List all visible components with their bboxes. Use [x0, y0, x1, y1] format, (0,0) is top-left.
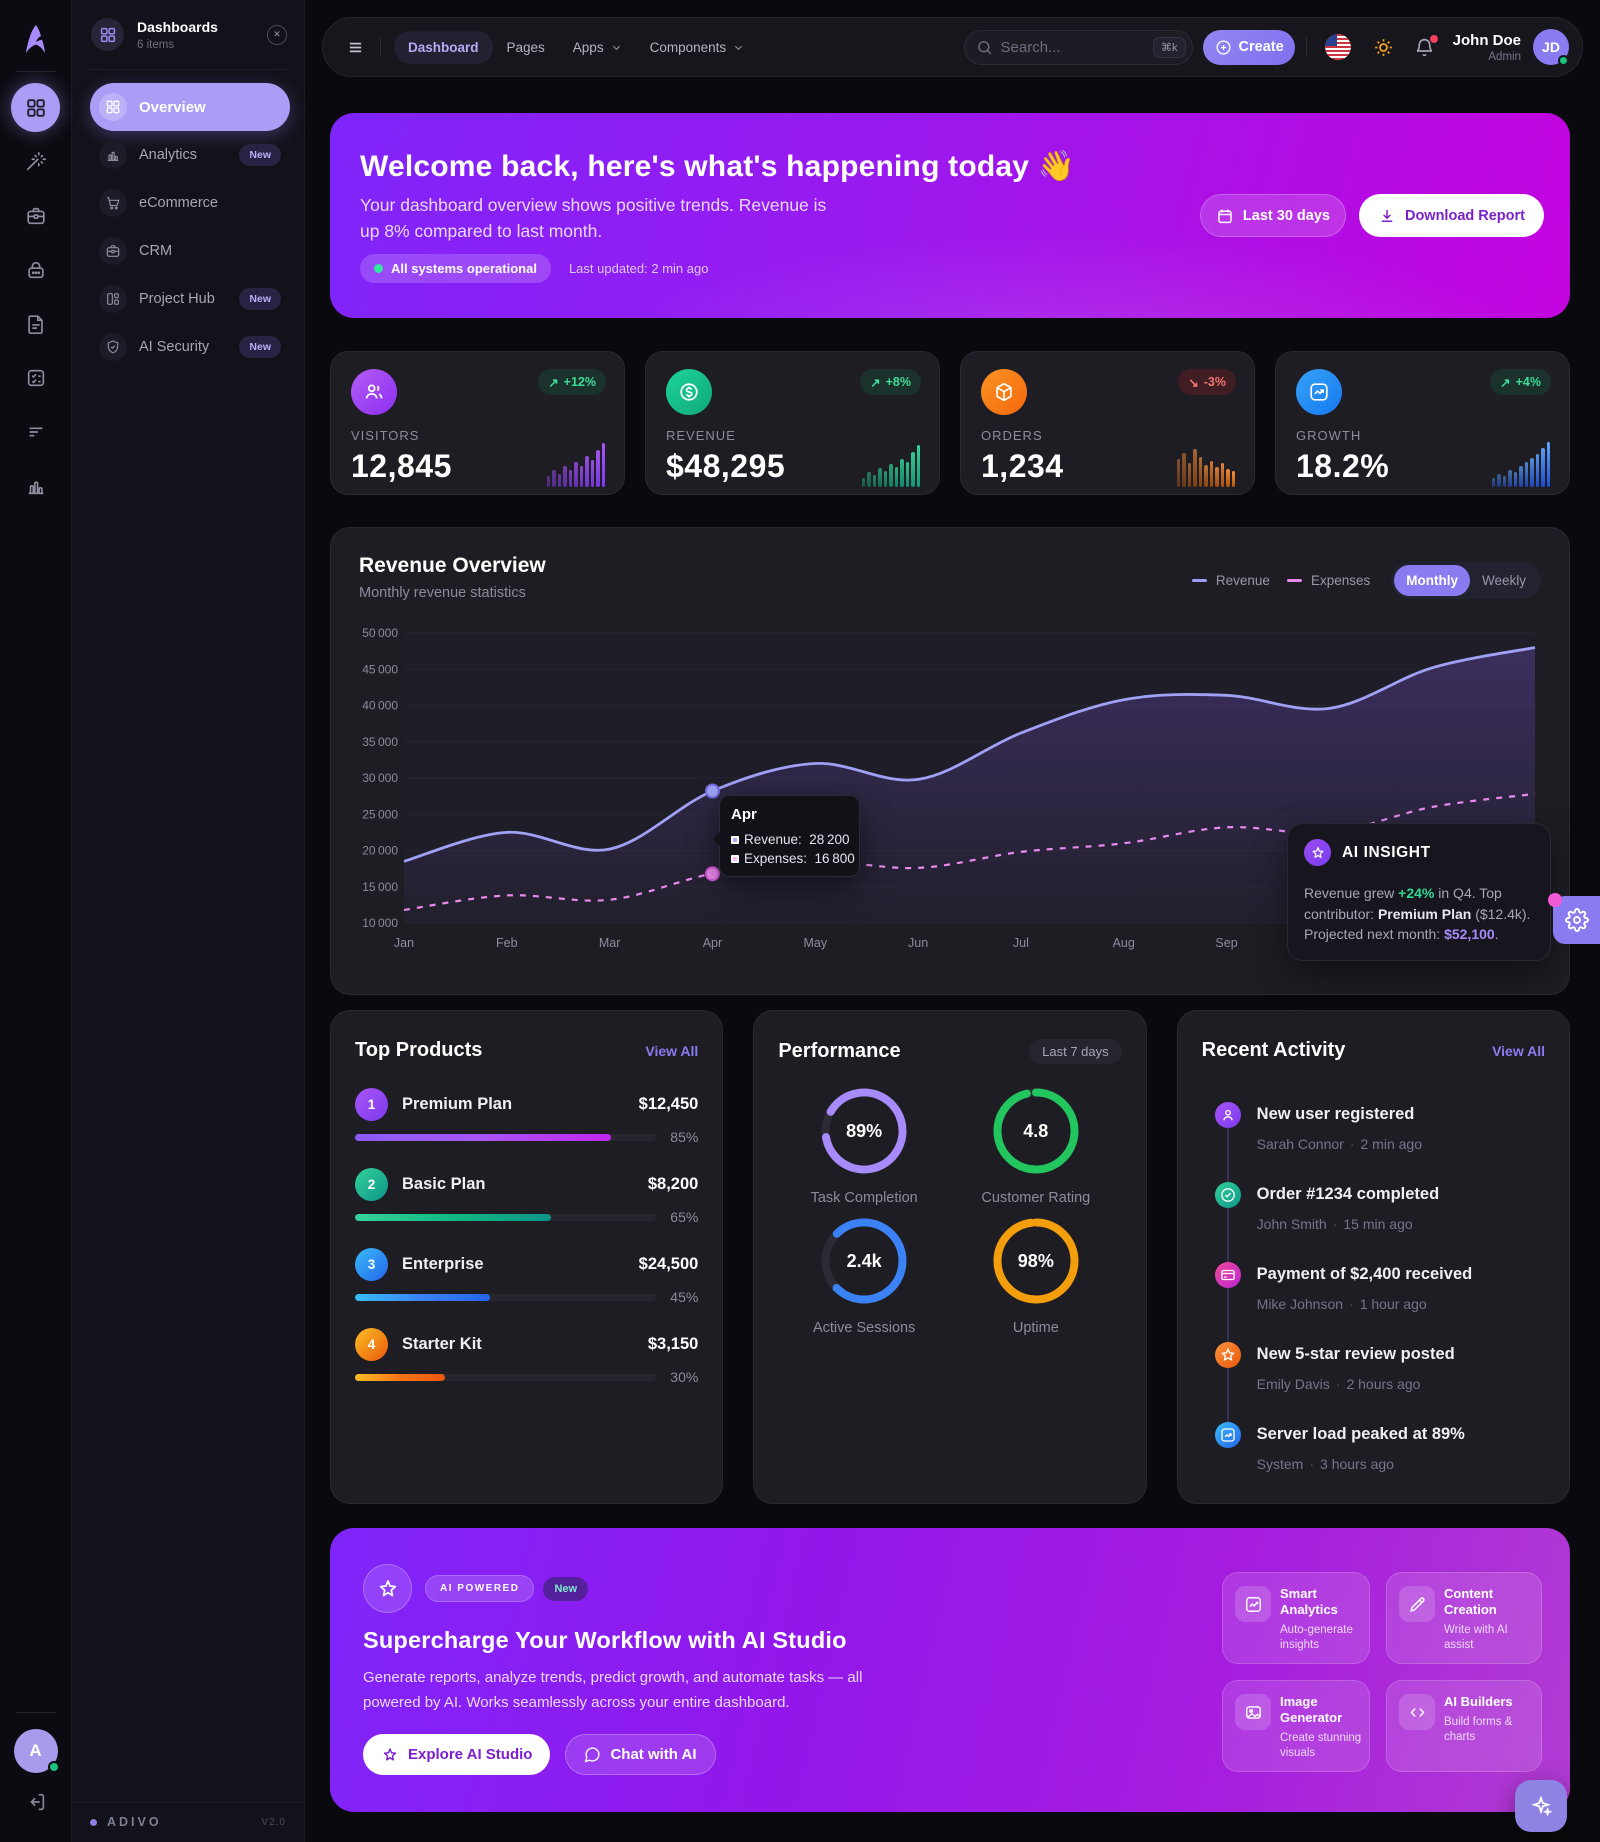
svg-text:40 000: 40 000 — [362, 699, 398, 713]
svg-text:Sep: Sep — [1215, 936, 1237, 950]
svg-text:15 000: 15 000 — [362, 880, 398, 894]
svg-text:Feb: Feb — [496, 936, 518, 950]
svg-text:50 000: 50 000 — [362, 626, 398, 640]
svg-text:May: May — [803, 936, 827, 950]
svg-text:Jul: Jul — [1013, 936, 1029, 950]
svg-text:25 000: 25 000 — [362, 807, 398, 821]
svg-text:Aug: Aug — [1113, 936, 1135, 950]
svg-text:10 000: 10 000 — [362, 916, 398, 930]
svg-text:Apr: Apr — [703, 936, 722, 950]
svg-text:Jun: Jun — [908, 936, 928, 950]
svg-text:Mar: Mar — [599, 936, 621, 950]
svg-text:20 000: 20 000 — [362, 844, 398, 858]
svg-text:30 000: 30 000 — [362, 771, 398, 785]
svg-text:Jan: Jan — [394, 936, 414, 950]
svg-text:45 000: 45 000 — [362, 662, 398, 676]
svg-text:35 000: 35 000 — [362, 735, 398, 749]
